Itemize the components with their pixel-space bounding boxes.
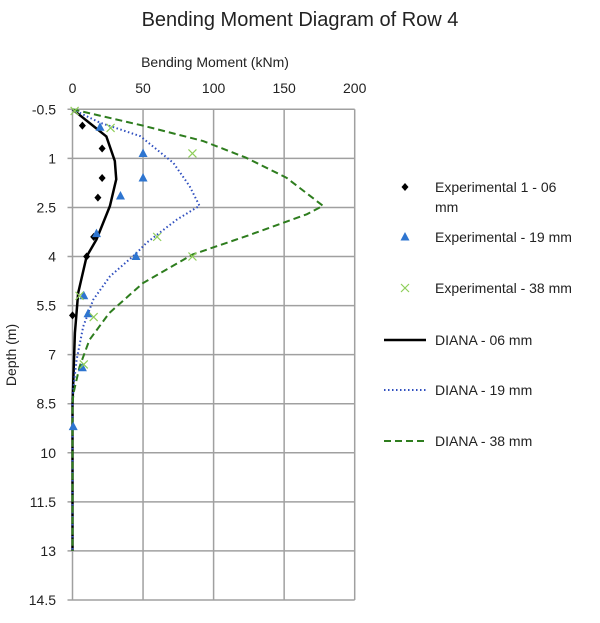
legend-label-line: mm [435,199,458,215]
data-point [83,308,93,318]
series-line [71,108,201,551]
legend-label: Experimental - 38 mm [435,280,572,296]
y-tick-label: 5.5 [37,298,57,314]
data-point [98,173,106,182]
data-point [83,252,91,261]
data-point [188,252,197,261]
data-point [78,121,86,130]
y-tick-label: 10 [40,445,56,461]
data-point [138,172,148,182]
y-tick-label: 13 [40,543,56,559]
y-tick-label: 14.5 [29,592,56,608]
y-tick-label: 1 [48,150,56,166]
legend-label-line: Experimental 1 - 06 [435,179,557,195]
y-axis-label: Depth (m) [3,324,19,386]
data-point [95,122,105,131]
data-point [106,123,116,133]
chart-title: Bending Moment Diagram of Row 4 [142,9,459,31]
y-tick-label: 7 [48,347,56,363]
data-point [69,311,76,320]
x-tick-label: 200 [343,80,367,96]
data-point [131,251,141,261]
data-point [138,148,148,157]
data-point [70,106,80,116]
data-point [77,362,87,372]
x-tick-label: 100 [202,80,226,96]
data-point [188,149,197,158]
x-tick-label: 150 [272,80,296,96]
x-tick-label: 0 [69,80,77,96]
data-point [91,228,101,238]
legend-label: DIANA - 06 mm [435,332,532,348]
data-point [75,291,84,301]
legend-label: DIANA - 38 mm [435,433,532,449]
legend-swatch [400,232,410,241]
legend-swatch [401,183,409,191]
legend-label: Experimental - 19 mm [435,229,572,245]
data-point [115,190,125,200]
y-tick-label: 8.5 [37,396,57,412]
y-tick-label: 11.5 [30,494,56,510]
data-point [68,421,78,431]
x-tick-label: 50 [135,80,151,96]
x-axis-label: Bending Moment (kNm) [141,54,289,70]
data-point [79,360,89,369]
y-tick-label: 4 [48,249,56,265]
data-point [152,232,162,242]
data-point [98,144,106,153]
data-point [94,193,102,202]
series-line [71,108,118,551]
y-tick-label: -0.5 [32,101,56,117]
y-tick-label: 2.5 [37,199,57,215]
legend-swatch [400,283,410,293]
legend-label: Experimental 1 - 06 mm [435,179,557,215]
series-line [71,108,325,551]
legend-label: DIANA - 19 mm [435,382,532,398]
data-point [89,312,99,322]
